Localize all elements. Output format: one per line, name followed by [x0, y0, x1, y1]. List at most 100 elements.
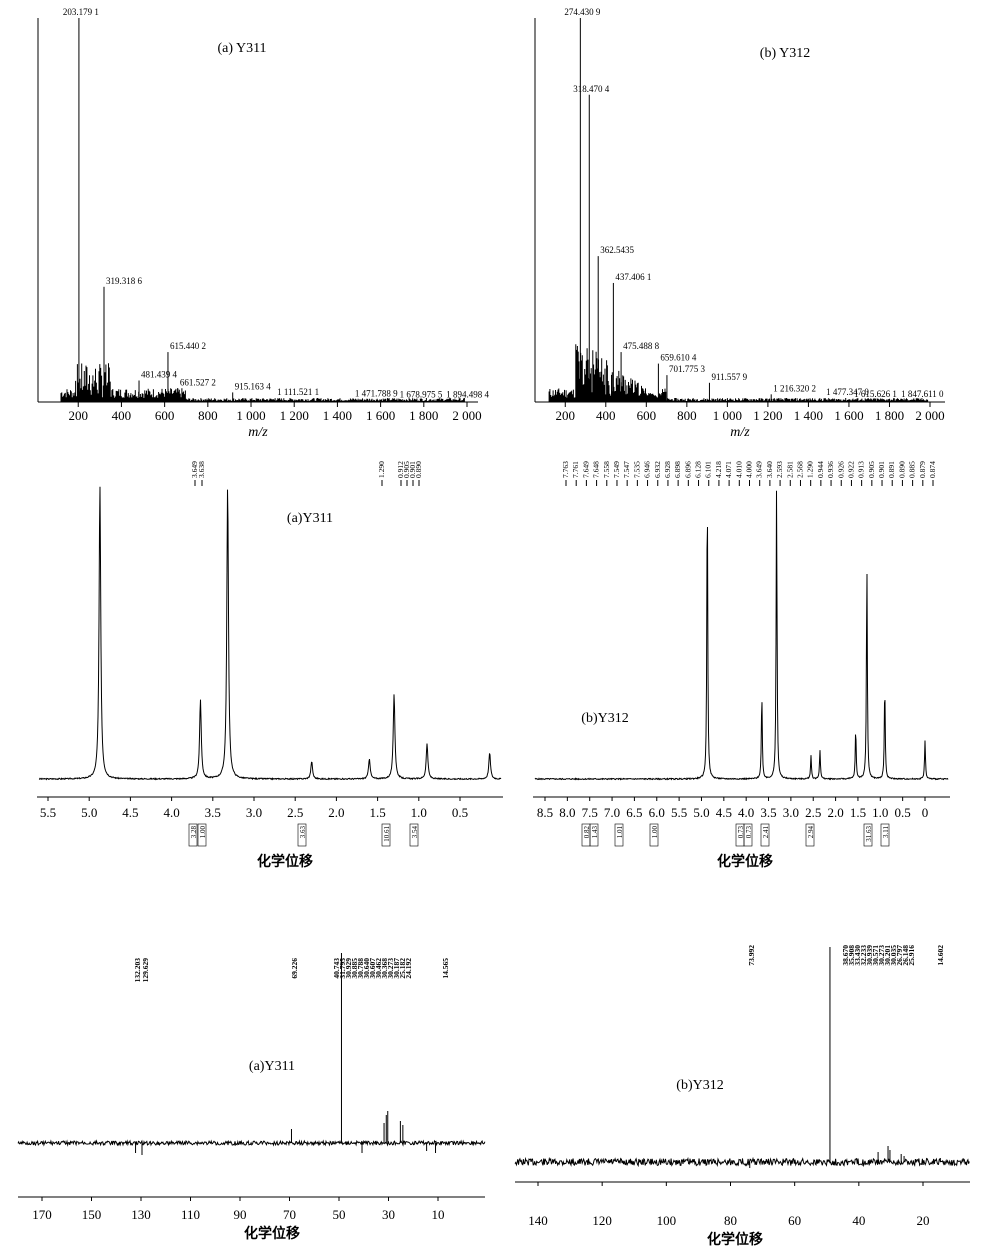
x-tick-label: 2.5	[805, 805, 821, 820]
shift-label: 38.670	[841, 945, 850, 966]
shift-label: 6.896	[683, 461, 692, 478]
x-tick-label: 2 000	[452, 408, 481, 423]
x-tick-label: 110	[181, 1207, 200, 1222]
shift-label: 2.581	[785, 461, 794, 478]
x-tick-label: 600	[637, 408, 657, 423]
x-tick-label: 3.5	[205, 805, 221, 820]
integral-label: 2.41	[762, 826, 770, 839]
integral-label: 1.43	[591, 826, 599, 839]
peak-label: 475.488 8	[623, 341, 660, 351]
shift-label: 30.939	[865, 945, 874, 966]
x-tick-label: 4.5	[122, 805, 138, 820]
shift-label: 4.010	[734, 461, 743, 478]
x-tick-label: 1 600	[366, 408, 395, 423]
shift-label: 6.128	[694, 461, 703, 478]
shift-label: 30.571	[871, 945, 880, 966]
x-tick-label: 4.0	[738, 805, 754, 820]
integral-box	[188, 823, 198, 847]
shift-label: 6.946	[643, 461, 652, 478]
shift-label: 30.607	[368, 958, 377, 979]
shift-label: 0.891	[887, 461, 896, 478]
integral-box	[614, 823, 624, 847]
x-tick-label: 1 600	[834, 408, 863, 423]
x-tick-label: 50	[333, 1207, 346, 1222]
shift-label: 0.936	[826, 461, 835, 478]
x-tick-label: 8.5	[537, 805, 553, 820]
shift-label: 0.922	[846, 461, 855, 478]
integral-box	[743, 823, 753, 847]
x-axis-label: 化学位移	[717, 853, 773, 870]
x-tick-label: 1 200	[280, 408, 309, 423]
x-tick-label: 800	[198, 408, 218, 423]
x-tick-label: 7.5	[582, 805, 598, 820]
integral-box	[589, 823, 599, 847]
shift-label: 30.187	[392, 958, 401, 979]
shift-label: 6.928	[663, 461, 672, 478]
peak-label: 1 471.788 9	[355, 389, 398, 399]
shift-label: 6.101	[704, 461, 713, 478]
shift-label: 7.649	[581, 461, 590, 478]
peak-label: 481.439 4	[141, 369, 178, 379]
shift-label: 0.944	[816, 461, 825, 478]
x-tick-label: 5.0	[81, 805, 97, 820]
shift-label: 0.926	[836, 461, 845, 478]
shift-label: 32.233	[859, 945, 868, 966]
nmr-trace	[534, 490, 949, 781]
peak-label: 659.610 4	[660, 353, 697, 363]
shift-label: 0.890	[897, 461, 906, 478]
integral-box	[409, 823, 419, 847]
shift-label: 1.290	[377, 461, 386, 478]
shift-label: 14.602	[936, 945, 945, 966]
shift-label: 3.640	[765, 461, 774, 478]
shift-label: 14.565	[441, 958, 450, 979]
shift-label: 3.649	[755, 461, 764, 478]
x-tick-label: 800	[677, 408, 697, 423]
shift-label: 3.638	[197, 461, 206, 478]
peak-label: 1 216.320 2	[773, 383, 816, 393]
peak-label: 1 894.498 4	[446, 389, 489, 399]
panel-title: (a)Y311	[249, 1059, 295, 1074]
shift-label: 0.912	[396, 461, 405, 478]
panel-title: (b)Y312	[676, 1078, 723, 1093]
peak-label: 1 678.975 5	[400, 389, 443, 399]
peak-label: 661.527 2	[180, 378, 216, 388]
shift-label: 7.547	[622, 461, 631, 478]
x-tick-label: 2.5	[287, 805, 303, 820]
x-tick-label: 80	[724, 1213, 737, 1228]
panel-title: (a) Y311	[217, 41, 266, 56]
shift-label: 7.549	[612, 461, 621, 478]
shift-label: 69.226	[290, 958, 299, 979]
x-tick-label: 10	[432, 1207, 445, 1222]
x-tick-label: 200	[556, 408, 576, 423]
shift-label: 132.203	[133, 958, 142, 983]
peak-label: 318.470 4	[573, 84, 610, 94]
peak-label: 437.406 1	[615, 272, 651, 282]
shift-label: 6.898	[673, 461, 682, 478]
shift-label: 4.000	[745, 461, 754, 478]
shift-label: 73.992	[747, 945, 756, 966]
x-tick-label: 70	[283, 1207, 296, 1222]
x-tick-label: 170	[32, 1207, 52, 1222]
shift-label: 30.462	[374, 958, 383, 979]
peak-label: 701.775 3	[669, 364, 706, 374]
x-tick-label: 1 000	[713, 408, 742, 423]
x-tick-label: 5.5	[40, 805, 56, 820]
shift-label: 30.368	[380, 958, 389, 979]
x-axis-label: 化学位移	[257, 853, 313, 870]
shift-label: 30.788	[356, 958, 365, 979]
integral-label: 1.00	[651, 826, 659, 839]
integral-label: 0.73	[745, 826, 753, 839]
integral-label: 3.54	[411, 826, 419, 839]
shift-label: 0.879	[918, 461, 927, 478]
x-tick-label: 1.0	[411, 805, 427, 820]
shift-label: 0.890	[414, 461, 423, 478]
x-tick-label: 0	[922, 805, 929, 820]
peak-label: 911.557 9	[711, 372, 747, 382]
integral-label: 1.01	[616, 826, 624, 839]
shift-label: 30.273	[877, 945, 886, 966]
x-tick-label: 400	[112, 408, 132, 423]
peak-label: 1 111.521 1	[277, 387, 319, 397]
integral-label: 3.28	[190, 826, 198, 839]
integral-box	[805, 823, 815, 847]
